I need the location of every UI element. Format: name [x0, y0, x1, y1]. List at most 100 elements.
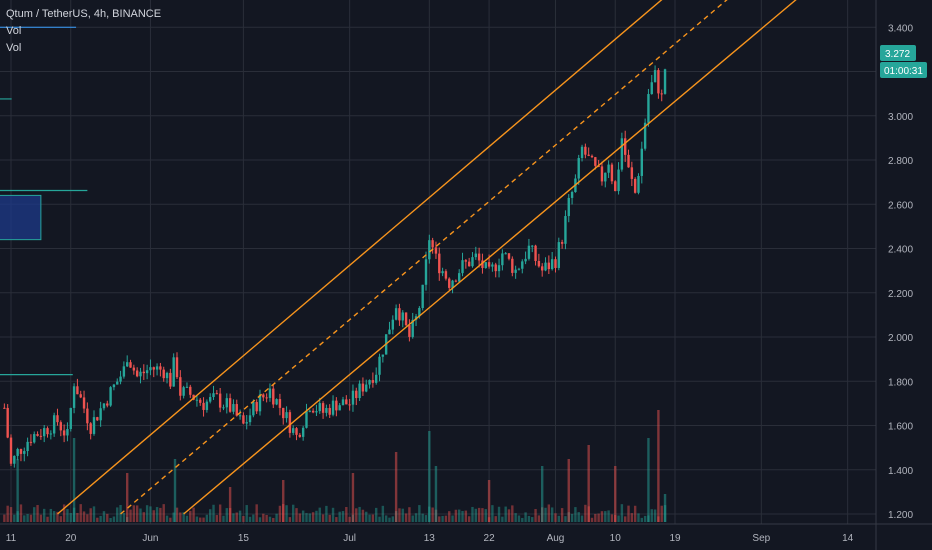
candle-body [584, 146, 587, 155]
time-tick-label: 19 [669, 533, 681, 544]
drawing-zones [0, 26, 88, 376]
candle-body [481, 260, 484, 269]
volume-bar [494, 516, 497, 522]
candle-body [52, 415, 56, 434]
candle-body [96, 417, 99, 421]
candle-body [59, 422, 62, 431]
candle-body [650, 82, 653, 95]
candle-body [43, 428, 46, 437]
symbol-title[interactable]: Qtum / TetherUS, 4h, BINANCE [6, 8, 162, 20]
volume-bar [23, 515, 26, 522]
volume-bar [242, 516, 245, 522]
volume-bar [448, 511, 451, 522]
candle-body [155, 366, 159, 370]
volume-bar [547, 504, 551, 522]
candle-body [604, 172, 607, 182]
time-axis[interactable]: 11 20 Jun 15 Jul 13 22 Aug 10 19 Sep 14 [6, 533, 854, 544]
candle-body [6, 407, 9, 438]
volume-spike [434, 466, 438, 522]
volume-bar [497, 506, 501, 522]
candle-body [139, 371, 142, 377]
volume-bar [129, 509, 132, 522]
volume-bar [165, 515, 169, 522]
volume-bar [218, 504, 222, 522]
candle-body [205, 401, 209, 410]
volume-bar [438, 516, 441, 522]
volume-bar [474, 508, 477, 522]
price-axis[interactable]: 3.4003.2003.0002.8002.6002.4002.2002.000… [888, 23, 913, 521]
candle-body [218, 393, 222, 408]
candle-body [278, 399, 282, 408]
volume-bar [421, 513, 424, 522]
volume-bar [464, 510, 468, 522]
candle-body [630, 167, 634, 179]
price-tick-label: 2.800 [888, 156, 913, 167]
volume-bar [268, 516, 272, 522]
time-tick-label: 13 [424, 533, 436, 544]
candle-body [162, 369, 165, 379]
candle-body [610, 164, 614, 182]
candle-body [511, 258, 514, 273]
candle-body [537, 260, 541, 267]
candle-body [524, 258, 527, 262]
candle-body [292, 428, 295, 433]
candle-body [640, 148, 643, 176]
candle-body [660, 93, 663, 95]
parallel-channel[interactable] [57, 0, 876, 515]
candle-body [531, 245, 534, 247]
volume-bar [295, 508, 298, 522]
volume-bar [311, 512, 315, 522]
indicator-vol-1[interactable]: Vol [6, 25, 22, 37]
volume-bar [209, 509, 212, 522]
volume-bar [375, 507, 378, 522]
volume-bar [46, 516, 49, 522]
candle-body [245, 422, 248, 424]
candle-body [614, 181, 617, 192]
candle-body [620, 138, 624, 170]
candle-body [235, 404, 238, 416]
candle-body [169, 372, 172, 387]
volume-bar [135, 505, 139, 522]
candle-body [145, 370, 149, 374]
candle-body [225, 398, 228, 408]
candle-body [487, 262, 491, 267]
volume-bar [69, 512, 72, 522]
volume-spike [72, 438, 76, 522]
volume-spike [647, 438, 650, 522]
candle-body [484, 262, 487, 269]
time-tick-label: 14 [842, 533, 854, 544]
volume-bar [384, 515, 388, 522]
candle-body [491, 264, 494, 267]
volume-bar [524, 512, 527, 522]
volume-bar [275, 513, 278, 522]
candle-body [624, 138, 627, 155]
volume-bar [348, 516, 351, 522]
volume-bar [89, 508, 92, 522]
volume-bar [381, 505, 385, 522]
volume-bar [298, 513, 302, 522]
candle-body [580, 146, 584, 159]
indicator-vol-2[interactable]: Vol [6, 42, 22, 54]
volume-spike [614, 466, 617, 522]
candle-body [657, 70, 660, 94]
candle-body [514, 269, 517, 273]
volume-bar [122, 512, 126, 522]
candle-body [325, 407, 328, 413]
volume-bar [39, 514, 43, 522]
price-tick-label: 3.000 [888, 112, 913, 123]
candle-body [637, 175, 640, 193]
candle-body [305, 411, 308, 428]
volume-bar [514, 513, 517, 522]
volume-bar [501, 516, 504, 522]
volume-bar [624, 516, 627, 522]
volume-bar [507, 509, 511, 522]
candle-body [288, 412, 292, 433]
volume-bar [617, 515, 620, 522]
time-tick-label: Sep [752, 533, 770, 544]
volume-bar [189, 510, 192, 522]
candle-body [248, 415, 252, 423]
candle-body [92, 417, 96, 434]
candle-body [494, 264, 497, 272]
